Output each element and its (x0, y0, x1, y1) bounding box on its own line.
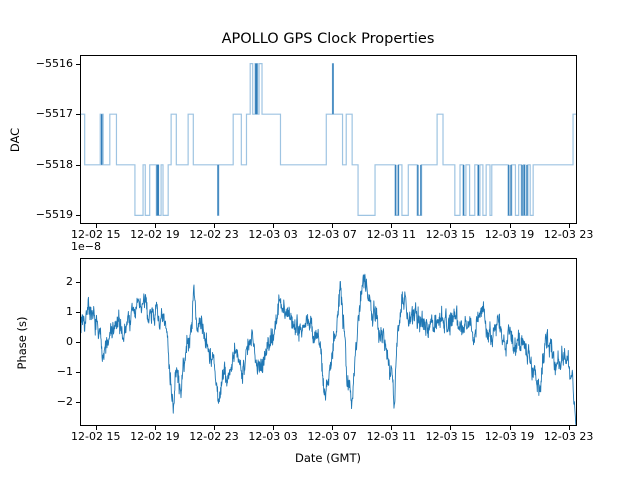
tick-mark (76, 312, 80, 314)
x-tick-label: 12-03 07 (307, 430, 357, 443)
x-tick-label: 12-03 19 (484, 228, 535, 241)
tick-mark (450, 426, 452, 430)
x-tick-label: 12-02 23 (189, 430, 239, 443)
y-tick-label: −5516 (35, 56, 73, 70)
tick-mark (273, 224, 275, 228)
tick-mark (154, 224, 156, 228)
x-tick-label: 12-03 11 (366, 430, 417, 443)
tick-mark (95, 426, 97, 430)
phase-line-plot (81, 273, 576, 425)
x-tick-label: 12-03 07 (307, 228, 357, 241)
y-tick-label: 1 (66, 305, 73, 319)
y-axis-label-dac: DAC (8, 127, 22, 153)
tick-mark (273, 426, 275, 430)
tick-mark (332, 426, 334, 430)
tick-mark (391, 224, 393, 228)
tick-mark (76, 342, 80, 343)
x-tick-label: 12-03 15 (425, 430, 476, 443)
tick-mark (76, 164, 80, 166)
tick-mark (76, 63, 80, 65)
x-tick-label: 12-02 23 (189, 228, 239, 241)
x-tick-label: 12-03 03 (248, 228, 298, 241)
y-tick-label: −5519 (35, 208, 73, 222)
tick-mark (76, 282, 80, 284)
tick-mark (76, 114, 80, 116)
tick-mark (509, 426, 511, 430)
tick-mark (95, 224, 97, 228)
tick-mark (509, 224, 511, 228)
y-tick-label: −2 (56, 394, 73, 408)
y-axis-label-phase: Phase (s) (15, 316, 29, 370)
x-tick-label: 12-02 19 (130, 430, 180, 443)
tick-mark (76, 215, 80, 217)
tick-mark (76, 371, 80, 373)
x-tick-label: 12-02 19 (130, 228, 180, 241)
tick-mark (568, 426, 570, 430)
dac-subplot (80, 55, 577, 224)
x-tick-label: 12-03 03 (248, 430, 298, 443)
tick-mark (391, 426, 393, 430)
phase-noise-line (81, 273, 576, 425)
phase-subplot (80, 258, 577, 426)
x-tick-label: 12-03 23 (543, 430, 594, 443)
x-tick-label: 12-03 23 (543, 228, 594, 241)
x-tick-label: 12-02 15 (71, 430, 121, 443)
tick-mark (213, 426, 215, 430)
dac-step-plot (81, 62, 576, 217)
x-axis-label: Date (GMT) (295, 451, 361, 465)
tick-mark (568, 224, 570, 228)
tick-mark (213, 224, 215, 228)
y-tick-label: −5518 (35, 157, 73, 171)
tick-mark (450, 224, 452, 228)
y-tick-label: 0 (66, 335, 73, 348)
y-axis-offset-label: 1e−8 (71, 240, 101, 253)
tick-mark (332, 224, 334, 228)
x-tick-label: 12-02 15 (71, 228, 121, 241)
figure-title: APOLLO GPS Clock Properties (221, 31, 435, 47)
dac-step-line (81, 62, 576, 217)
y-tick-label: −1 (56, 364, 73, 378)
x-tick-label: 12-03 15 (425, 228, 476, 241)
y-tick-label: 2 (66, 275, 73, 289)
tick-mark (154, 426, 156, 430)
x-tick-label: 12-03 11 (366, 228, 417, 241)
y-tick-label: −5517 (35, 107, 73, 121)
tick-mark (76, 401, 80, 403)
x-tick-label: 12-03 19 (484, 430, 535, 443)
